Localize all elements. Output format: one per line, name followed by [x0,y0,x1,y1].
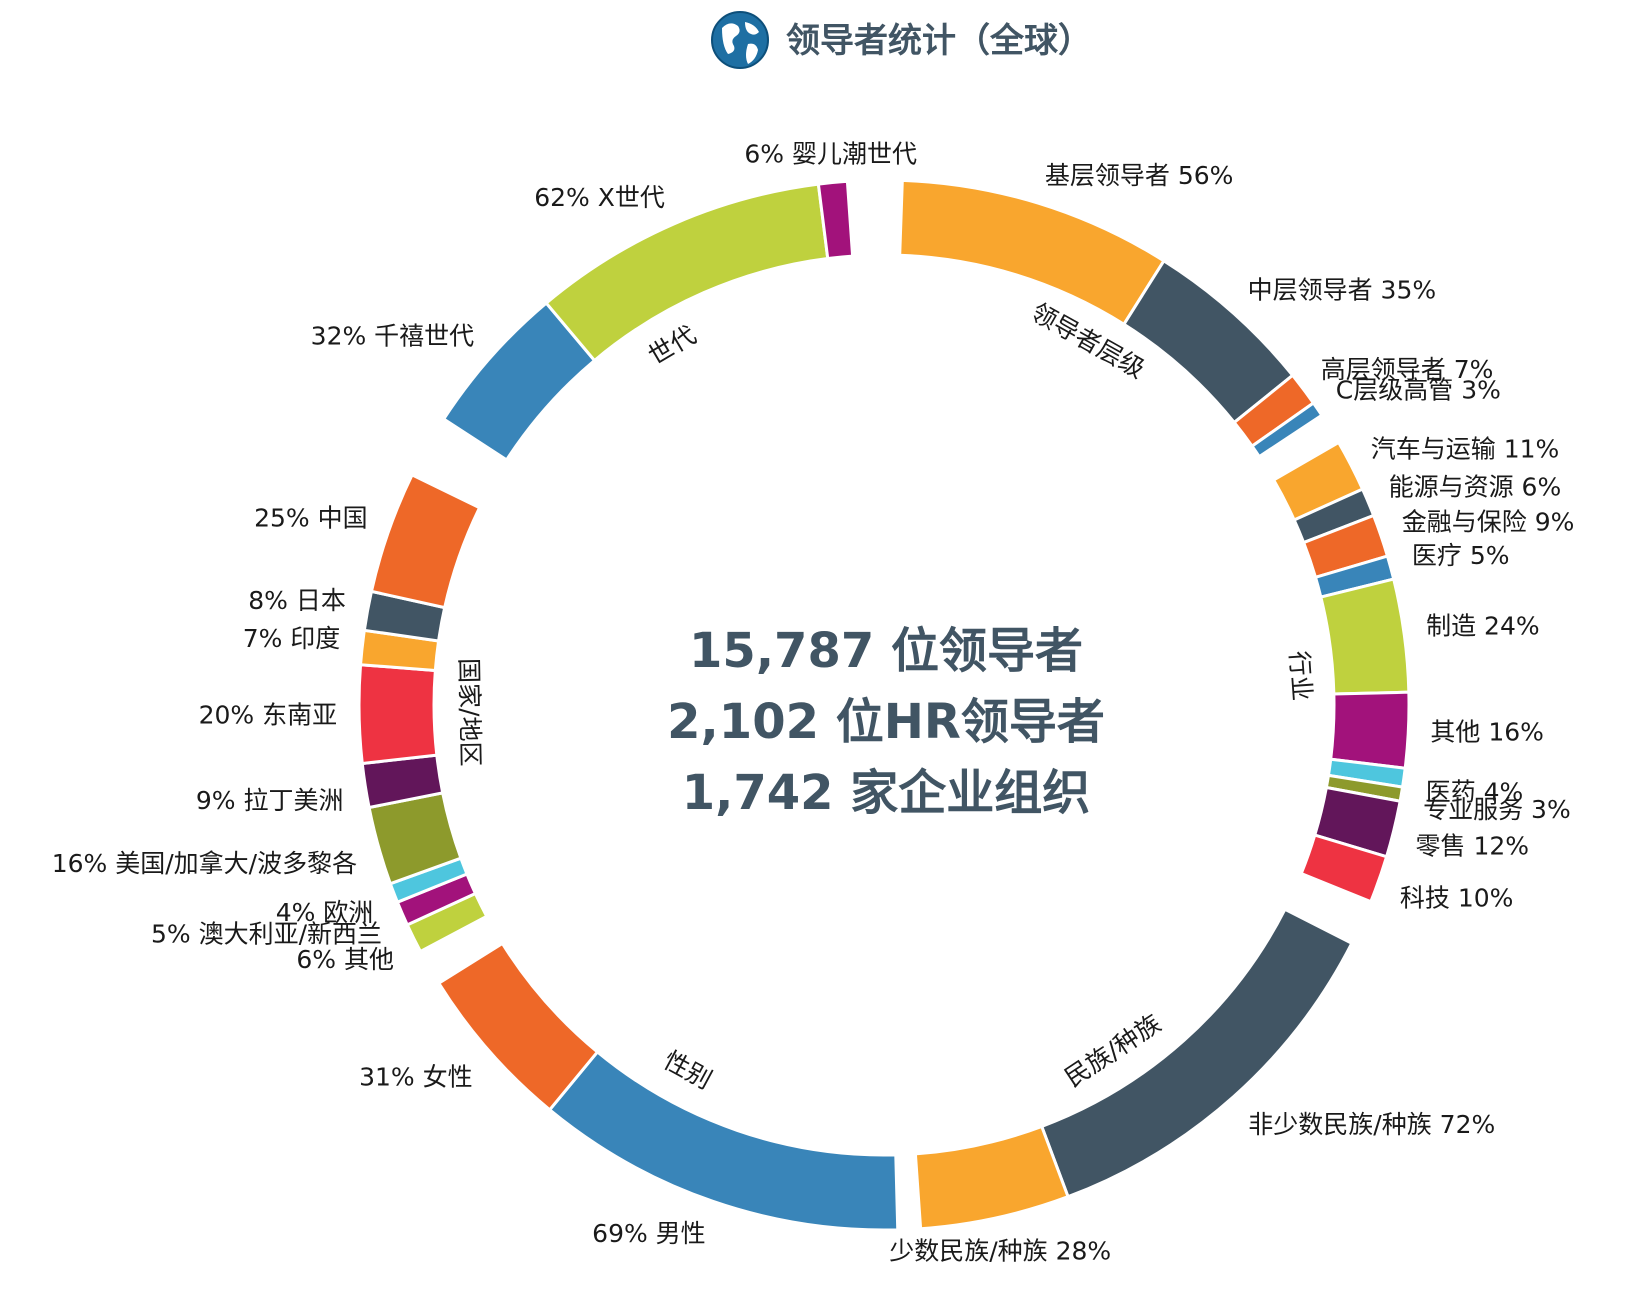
center-summary: 15,787 位领导者 2,102 位HR领导者 1,742 家企业组织 [667,623,1105,821]
donut-ring [357,178,1411,1232]
chart-title: 领导者统计（全球） [786,21,1092,61]
segment-5-2 [816,179,855,261]
segment-label-0-2: 高层领导者 7% [1321,355,1494,384]
segment-label-3-0: 69% 男性 [592,1219,706,1248]
segment-label-4-3: 16% 美国/加拿大/波多黎各 [52,849,357,878]
segment-1-9 [1299,833,1389,904]
segment-3-0 [547,1049,900,1232]
segment-label-1-7: 专业服务 3% [1423,795,1571,824]
group-label-3: 性别 [659,1046,717,1095]
segment-label-4-4: 9% 拉丁美洲 [196,786,344,815]
segment-label-4-1: 5% 澳大利亚/新西兰 [151,919,382,948]
segment-label-4-2: 4% 欧洲 [276,898,374,927]
group-label-5: 世代 [643,320,701,370]
globe-icon [711,11,769,69]
segment-0-0 [898,178,1166,327]
segment-1-4 [1319,577,1411,696]
segment-label-5-1: 62% X世代 [534,183,665,212]
group-label-4: 国家/地区 [454,658,485,767]
segment-label-0-3: C层级高管 3% [1336,376,1501,405]
segment-label-3-1: 31% 女性 [359,1063,473,1092]
segment-label-2-0: 非少数民族/种族 72% [1248,1110,1495,1139]
center-line-hr-leaders: 2,102 位HR领导者 [667,694,1105,750]
segment-4-8 [369,472,482,610]
segment-label-1-5: 其他 16% [1430,717,1544,746]
segment-label-0-1: 中层领导者 35% [1248,275,1437,304]
segment-label-0-0: 基层领导者 56% [1045,161,1234,190]
segment-label-1-6: 医药 4% [1426,778,1524,807]
segment-label-1-0: 汽车与运输 11% [1371,435,1560,464]
segment-label-4-8: 25% 中国 [254,504,368,533]
segment-label-1-1: 能源与资源 6% [1389,473,1562,502]
segment-label-1-9: 科技 10% [1400,884,1514,913]
segment-label-4-6: 7% 印度 [243,624,341,653]
group-label-1: 行业 [1284,650,1316,702]
segment-label-5-2: 6% 婴儿潮世代 [744,140,917,169]
segment-0-3 [1249,400,1324,459]
segment-label-4-7: 8% 日本 [248,586,346,615]
segment-label-1-4: 制造 24% [1426,611,1540,640]
segment-4-5 [357,663,439,766]
segment-label-1-8: 零售 12% [1416,831,1530,860]
center-line-leaders: 15,787 位领导者 [689,623,1083,679]
chart-header: 领导者统计（全球） [711,11,1092,69]
segment-1-5 [1329,690,1411,770]
segment-3-1 [436,941,600,1112]
segment-label-4-0: 6% 其他 [296,945,394,974]
segment-label-2-1: 少数民族/种族 28% [889,1237,1111,1266]
center-line-organizations: 1,742 家企业组织 [682,765,1091,821]
segment-label-1-3: 医疗 5% [1412,541,1510,570]
segment-label-5-0: 32% 千禧世代 [311,322,475,351]
segment-label-4-5: 20% 东南亚 [199,701,338,730]
segment-label-1-2: 金融与保险 9% [1402,508,1575,537]
segment-2-1 [913,1124,1070,1231]
segment-labels: 基层领导者 56% 中层领导者 35% 高层领导者 7%C层级高管 3% 汽车与运输 … [52,140,1575,1266]
